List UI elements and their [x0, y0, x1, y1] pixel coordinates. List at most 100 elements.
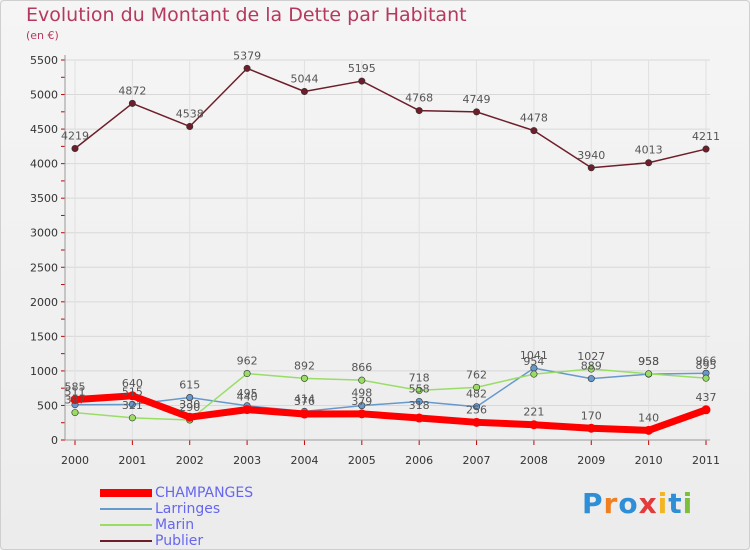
data-point-publier: [530, 127, 538, 135]
data-point-larringes: [473, 403, 481, 411]
data-point-publier: [300, 88, 308, 96]
data-label-publier: 4768: [405, 92, 433, 105]
data-label-publier: 4013: [635, 144, 663, 157]
series-line-marin: [74, 368, 707, 421]
logo-letter: t: [668, 487, 683, 520]
data-label-champanges: 221: [523, 406, 544, 419]
data-label-champanges: 585: [65, 381, 86, 394]
data-point-publier: [702, 145, 710, 153]
legend-swatch-larringes: [100, 508, 152, 510]
data-label-publier: 4211: [692, 130, 720, 143]
data-point-larringes: [358, 402, 366, 410]
x-tick-label: 2009: [577, 454, 605, 467]
logo-letter: r: [603, 487, 619, 520]
data-label-publier: 4872: [118, 84, 146, 97]
data-point-marin: [243, 370, 251, 378]
data-label-marin: 762: [466, 368, 487, 381]
data-label-larringes: 495: [237, 387, 258, 400]
data-point-champanges: [299, 409, 309, 419]
data-point-publier: [243, 64, 251, 72]
data-label-marin: 1027: [577, 350, 605, 363]
data-point-marin: [473, 383, 481, 391]
data-point-champanges: [644, 425, 654, 435]
legend-label-larringes: Larringes: [155, 501, 221, 517]
legend-swatch-publier: [100, 540, 152, 542]
y-tick-label: 2500: [30, 261, 58, 274]
x-tick-label: 2004: [290, 454, 318, 467]
data-label-larringes: 482: [466, 388, 487, 401]
y-tick-label: 1500: [30, 330, 58, 343]
series-line-larringes: [74, 367, 707, 413]
data-label-champanges: 376: [294, 395, 315, 408]
data-label-larringes: 511: [65, 386, 86, 399]
series-line-publier: [74, 67, 707, 169]
data-point-larringes: [415, 397, 423, 405]
data-label-publier: 5195: [348, 62, 376, 75]
data-labels: 585 640 330 440 376 379 318 256 221 170 140 437 511 5…: [61, 49, 720, 424]
data-point-publier: [645, 159, 653, 167]
legend-label-champanges: CHAMPANGES: [155, 485, 254, 501]
data-point-champanges: [242, 405, 252, 415]
data-label-marin: 866: [351, 361, 372, 374]
data-label-publier: 5044: [290, 73, 318, 86]
data-label-champanges: 318: [409, 399, 430, 412]
data-label-larringes: 515: [122, 385, 143, 398]
data-point-marin: [300, 374, 308, 382]
data-label-champanges: 330: [179, 398, 200, 411]
chart-subtitle: (en €): [26, 29, 59, 42]
data-label-marin: 954: [523, 355, 544, 368]
data-label-publier: 4478: [520, 112, 548, 125]
data-point-publier: [473, 108, 481, 116]
y-tick-label: 3500: [30, 192, 58, 205]
data-label-champanges: 437: [696, 391, 717, 404]
x-tick-label: 2005: [348, 454, 376, 467]
data-label-larringes: 1041: [520, 349, 548, 362]
y-tick-label: 5500: [30, 54, 58, 67]
data-label-larringes: 966: [696, 354, 717, 367]
x-tick-label: 2003: [233, 454, 261, 467]
logo-letter: i: [657, 487, 669, 520]
data-label-larringes: 558: [409, 382, 430, 395]
data-point-marin: [645, 370, 653, 378]
x-tick-label: 2010: [635, 454, 663, 467]
data-label-champanges: 170: [581, 409, 602, 422]
data-label-larringes: 889: [581, 360, 602, 373]
x-tick-label: 2001: [118, 454, 146, 467]
y-tick-label: 3000: [30, 227, 58, 240]
data-point-publier: [128, 99, 136, 107]
data-label-publier: 4219: [61, 130, 89, 143]
series-lines: [70, 64, 711, 435]
x-tick-label: 2008: [520, 454, 548, 467]
y-tick-label: 4000: [30, 158, 58, 171]
data-label-marin: 321: [122, 399, 143, 412]
proxiti-logo: Proxiti: [582, 487, 693, 520]
data-label-marin: 958: [638, 355, 659, 368]
x-tick-label: 2007: [463, 454, 491, 467]
data-label-larringes: 953: [638, 355, 659, 368]
data-label-marin: 962: [237, 355, 258, 368]
y-tick-label: 4500: [30, 123, 58, 136]
data-label-champanges: 640: [122, 377, 143, 390]
data-label-marin: 895: [696, 359, 717, 372]
y-tick-label: 1000: [30, 365, 58, 378]
y-tick-label: 5000: [30, 89, 58, 102]
data-point-publier: [358, 77, 366, 85]
data-label-champanges: 140: [638, 411, 659, 424]
data-point-champanges: [472, 417, 482, 427]
chart-title: Evolution du Montant de la Dette par Hab…: [26, 4, 467, 26]
data-point-marin: [71, 409, 79, 417]
data-label-marin: 290: [179, 401, 200, 414]
data-label-marin: 718: [409, 371, 430, 384]
data-point-publier: [186, 122, 194, 130]
legend-swatch-marin: [100, 524, 152, 526]
x-tick-label: 2011: [692, 454, 720, 467]
axes: 0 500 1000 1500 2000 2500 3000 3500 4000 4500 5000…: [30, 54, 720, 467]
data-point-larringes: [587, 375, 595, 383]
data-point-champanges: [586, 423, 596, 433]
data-label-publier: 5379: [233, 49, 261, 62]
y-tick-label: 500: [37, 399, 58, 412]
data-point-publier: [415, 107, 423, 115]
data-point-larringes: [128, 400, 136, 408]
